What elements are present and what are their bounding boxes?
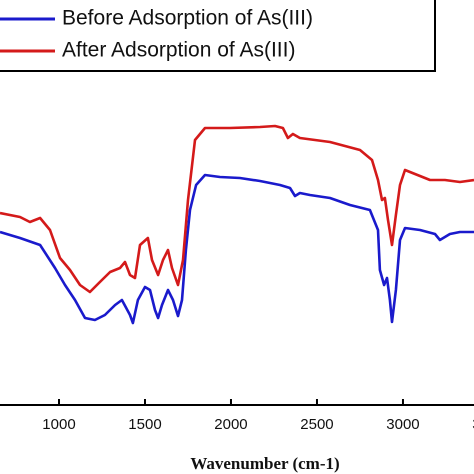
spectrum-line [0,173,474,325]
x-tick-label: 2500 [300,416,333,433]
x-tick-label: 2000 [214,416,247,433]
legend-label: After Adsorption of As(III) [62,39,295,62]
x-axis-label: Wavenumber (cm-1) [190,454,339,473]
legend: Before Adsorption of As(III) After Adsorp… [0,0,436,72]
legend-frame [0,0,436,72]
x-tick-label: 1000 [42,416,75,433]
legend-label: Before Adsorption of As(III) [62,7,313,30]
x-tick-label: 3500 [472,416,474,433]
x-tick-label: 1500 [128,416,161,433]
x-tick-label: 3000 [386,416,419,433]
spectrum-line [0,124,474,294]
